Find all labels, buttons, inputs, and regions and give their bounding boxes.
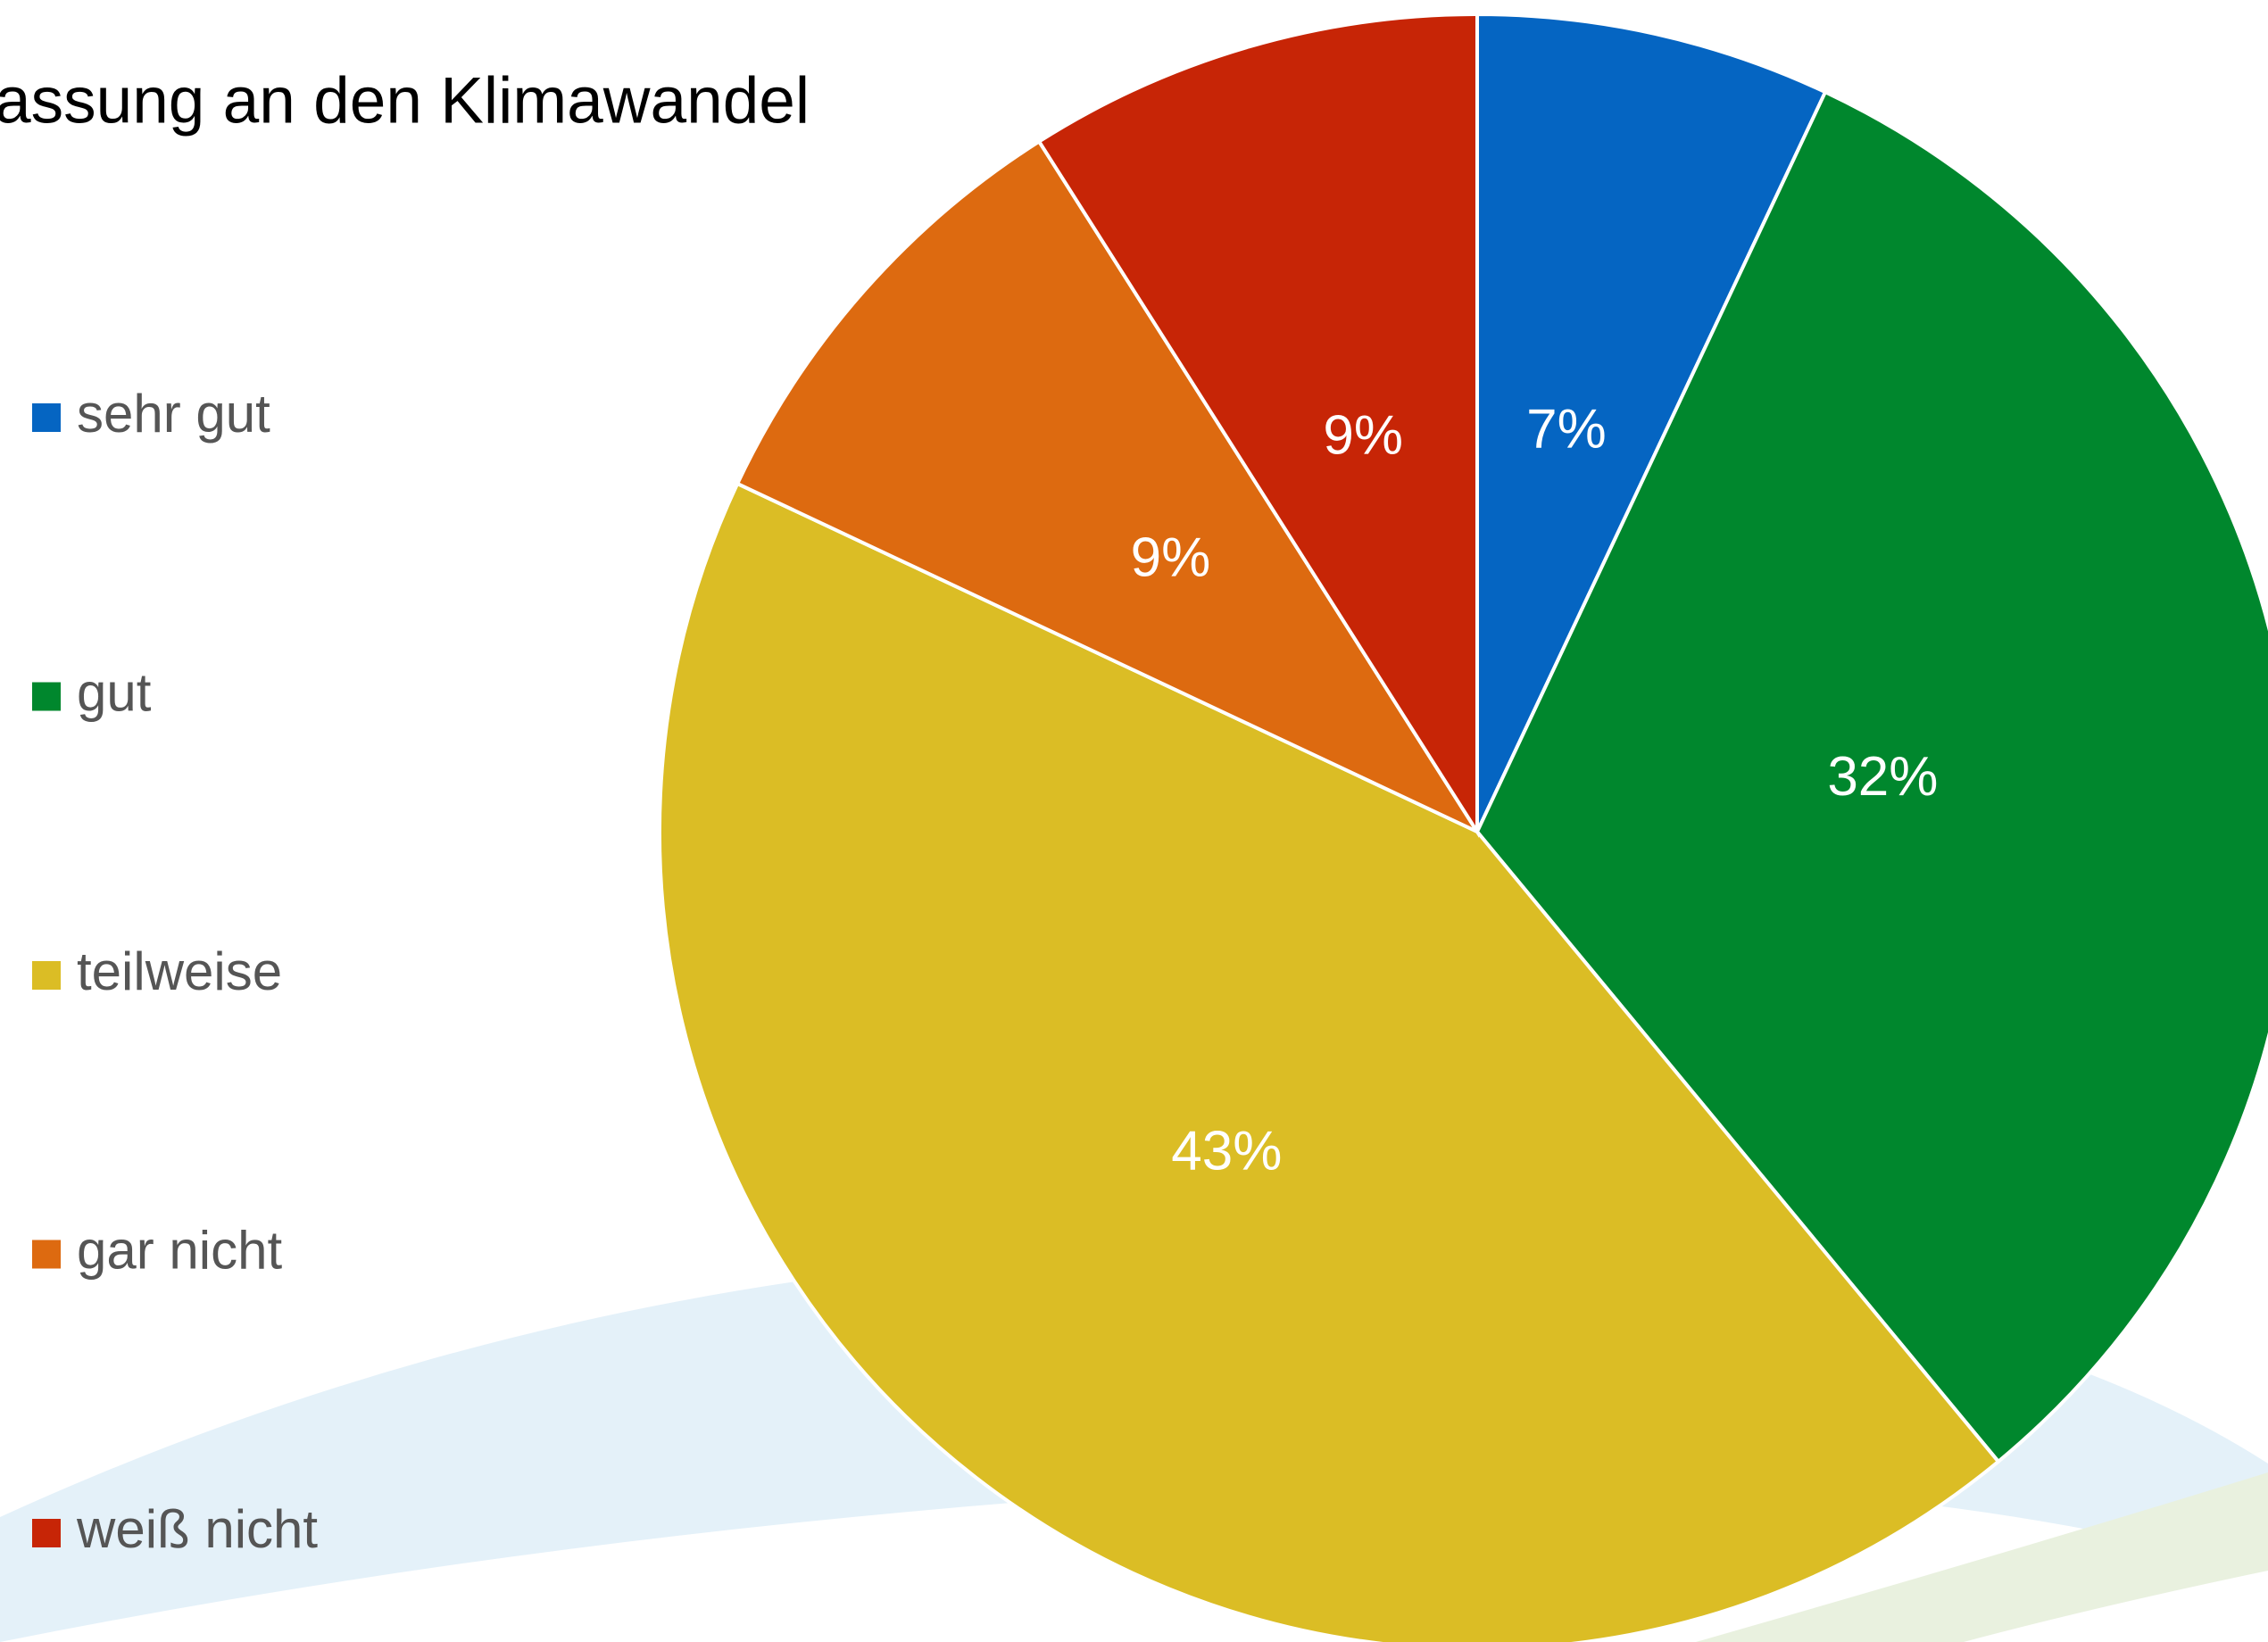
pie-slice [1036,12,1479,838]
legend-swatch [32,1519,61,1547]
legend-swatch [32,682,61,711]
background-arc [1696,1472,2268,1642]
pie-slice [735,138,1483,836]
chart-title: assung an den Klimawandel [0,64,810,137]
data-label: 9% [1323,405,1403,467]
pie-slice [658,481,2001,1642]
legend-label: weiß nicht [76,1499,318,1559]
pie-slice [1475,12,1828,833]
legend-swatch [32,1240,61,1269]
pie: 7% 32% 43% 9% 9% [658,12,2268,1642]
legend-label: gut [77,662,152,722]
legend: sehr gut gut teilweise gar nicht weiß nicht [32,384,318,1559]
data-label: 43% [1171,1120,1282,1182]
data-label: 9% [1131,527,1211,588]
legend-swatch [32,403,61,432]
data-label: 32% [1827,746,1938,808]
data-label: 7% [1526,398,1607,460]
legend-label: sehr gut [77,384,270,444]
legend-label: teilweise [77,941,282,1001]
pie-slice [1475,89,2268,1464]
legend-label: gar nicht [77,1220,282,1280]
legend-swatch [32,961,61,990]
